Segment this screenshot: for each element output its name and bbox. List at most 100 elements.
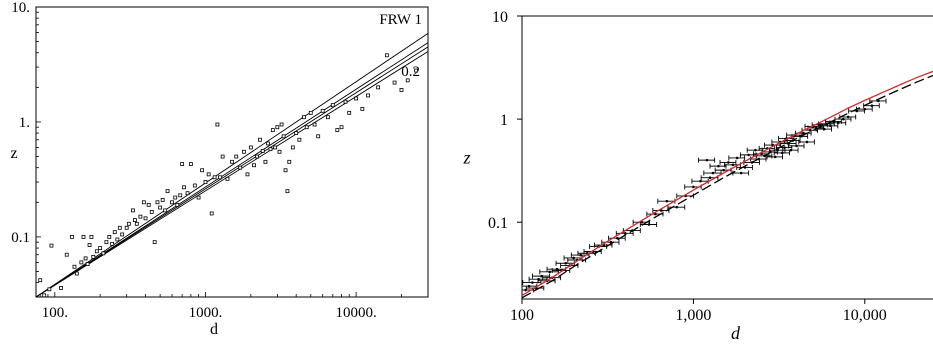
left-data-point [225,176,230,181]
left-data-point [275,125,280,130]
right-data-point [654,212,657,216]
right-data-point [863,107,867,111]
left-x-tick-label: 1000. [189,305,223,321]
left-data-point [360,106,365,111]
left-data-point [173,195,178,200]
right-data-point [739,171,743,175]
left-model-line-3 [35,46,429,298]
left-data-point [74,271,79,276]
left-data-points [38,53,418,298]
left-data-point [215,122,220,127]
right-data-point [623,232,627,235]
left-data-point [192,183,197,188]
left-data-point [143,216,148,221]
left-data-point [399,88,404,92]
left-data-point [252,163,256,168]
right-data-point [842,117,845,121]
right-data-point [802,131,805,135]
right-data-point [572,256,575,260]
left-data-point [81,234,86,239]
left-data-point [283,168,288,173]
left-annotation-frw1: FRW 1 [379,12,422,28]
left-data-point [131,208,135,213]
left-model-line-2 [35,42,429,298]
left-data-point [230,159,234,164]
right-data-point [540,274,543,278]
right-data-point [531,281,534,284]
left-data-point [287,159,292,164]
left-data-point [326,115,330,120]
right-data-point [675,205,679,209]
right-model-curve-2 [521,74,933,299]
right-x-axis-label: d [731,323,741,343]
left-data-point [242,149,246,154]
left-data-point [138,214,143,219]
left-data-point [304,125,309,130]
left-data-point [238,165,243,170]
right-y-tick-label: 1 [500,112,508,129]
left-x-axis-label: d [210,321,218,338]
left-data-point [98,246,103,250]
left-data-point [132,218,137,222]
right-data-point [711,171,715,175]
left-data-point [38,278,43,283]
left-data-point [248,145,253,150]
right-data-point [699,179,702,183]
left-x-tick-label: 100. [42,305,68,321]
right-y-tick-label: 10 [492,9,508,26]
left-data-point [354,96,359,101]
right-data-point [870,104,874,107]
left-data-point [178,193,183,198]
left-data-point [89,234,94,239]
left-data-point [316,134,321,139]
right-data-point [846,115,850,119]
left-data-point [392,80,397,85]
right-data-points [521,98,887,293]
left-data-point [220,154,225,159]
left-data-point [260,148,265,153]
right-data-point [579,253,582,257]
left-data-point [335,128,340,132]
left-data-point [343,99,348,104]
left-y-tick-label: 1. [19,115,30,131]
left-data-point [308,110,313,115]
left-data-point [285,189,290,194]
right-data-point [665,199,669,203]
left-data-point [49,243,54,248]
left-data-point [117,225,122,230]
left-data-point [209,211,214,216]
left-data-point [165,189,170,194]
left-data-point [163,208,168,213]
left-data-point [347,110,352,115]
right-data-point [727,161,730,164]
left-data-point [203,180,208,184]
left-data-point [126,221,131,226]
left-data-point [279,122,284,127]
left-data-point [301,115,306,120]
left-data-point [290,145,295,150]
left-data-point [83,256,88,261]
left-data-point [141,200,146,205]
right-data-point [783,146,786,149]
left-data-point [266,141,270,146]
right-data-point [705,158,709,162]
left-data-point [206,172,211,177]
left-plot-frame [35,6,429,298]
left-data-point [170,200,174,205]
left-x-tick-label: 10000. [335,305,376,321]
left-data-point [110,241,115,246]
right-model-curve-1 [521,70,933,296]
left-data-point [270,128,275,132]
right-data-point [822,127,826,131]
left-data-point [182,185,186,190]
left-data-point [175,202,180,207]
left-data-point [245,172,250,177]
left-data-point [158,205,163,210]
right-data-point [722,168,725,172]
left-data-point [149,209,154,214]
left-data-point [91,254,96,259]
left-data-point [366,93,370,98]
left-data-point [405,78,410,83]
left-data-point [59,285,63,290]
